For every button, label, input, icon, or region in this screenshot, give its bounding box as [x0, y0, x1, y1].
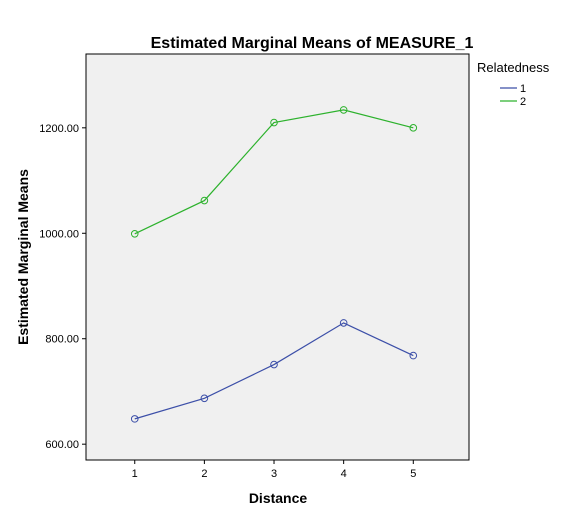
series-line-1	[134, 322, 414, 420]
y-tick-label: 800.00	[45, 334, 79, 346]
x-tick-label: 1	[132, 468, 138, 480]
x-axis-label: Distance	[249, 490, 308, 506]
y-tick-label: 1200.00	[39, 123, 79, 135]
data-point-series-1	[409, 351, 418, 360]
x-axis-ticks: 1 2 3 4 5	[132, 460, 416, 480]
data-point-series-1	[130, 415, 139, 423]
data-point-series-1	[200, 394, 209, 403]
legend-title: Relatedness	[477, 60, 550, 75]
x-tick-label: 3	[271, 468, 277, 480]
y-tick-label: 600.00	[45, 439, 79, 451]
legend: 12	[500, 83, 526, 108]
y-tick-label: 1000.00	[39, 228, 79, 240]
series-layer	[130, 106, 418, 423]
data-point-series-1	[270, 360, 278, 369]
y-axis-label: Estimated Marginal Means	[15, 169, 31, 345]
data-point-series-2	[339, 106, 348, 114]
data-point-series-2	[200, 196, 209, 205]
chart-title: Estimated Marginal Means of MEASURE_1	[151, 35, 474, 52]
x-tick-label: 2	[201, 468, 207, 480]
data-point-series-2	[270, 118, 278, 127]
data-point-series-1	[339, 319, 348, 327]
x-tick-label: 5	[410, 468, 416, 480]
legend-label-2: 2	[520, 96, 526, 108]
data-point-series-2	[409, 124, 418, 132]
y-axis-ticks: 600.00 800.00 1000.00 1200.00	[39, 123, 86, 451]
x-tick-label: 4	[341, 468, 347, 480]
plot-area	[85, 53, 470, 461]
legend-label-1: 1	[520, 83, 526, 95]
series-line-2	[134, 109, 414, 235]
data-point-series-2	[130, 230, 139, 238]
